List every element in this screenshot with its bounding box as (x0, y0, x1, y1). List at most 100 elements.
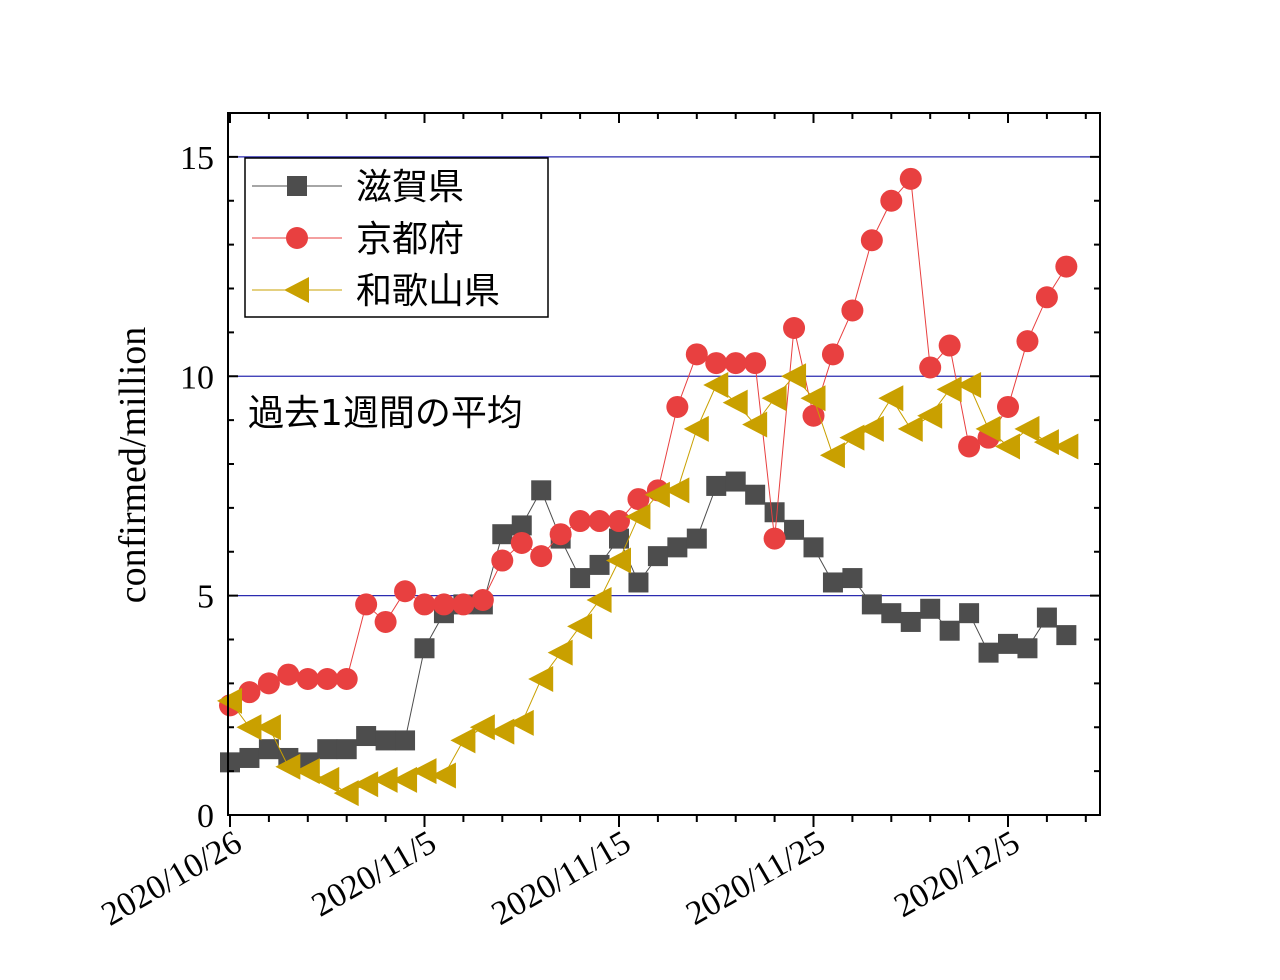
data-point-1-10 (413, 593, 436, 616)
data-point-2-41 (1014, 415, 1040, 442)
data-point-0-37 (939, 620, 960, 641)
data-point-2-39 (975, 415, 1001, 442)
data-point-2-26 (722, 389, 748, 416)
data-point-1-6 (335, 667, 358, 690)
data-point-1-7 (355, 593, 378, 616)
data-point-1-21 (627, 488, 650, 511)
data-point-2-11 (430, 762, 456, 789)
y-tick-label-0: 0 (197, 798, 214, 835)
data-point-2-20 (606, 547, 631, 574)
data-point-0-8 (375, 730, 396, 751)
data-point-2-10 (411, 758, 437, 785)
data-point-0-32 (842, 568, 863, 589)
data-point-2-38 (956, 372, 982, 399)
data-point-0-15 (511, 515, 532, 536)
data-point-0-5 (317, 739, 338, 760)
chart-annotation: 過去1週間の平均 (248, 393, 523, 434)
data-point-2-16 (528, 665, 554, 692)
data-point-1-4 (296, 667, 319, 690)
data-point-1-16 (530, 545, 553, 568)
data-point-2-19 (586, 587, 612, 614)
data-point-0-38 (959, 603, 980, 624)
data-point-1-43 (1055, 255, 1078, 278)
data-point-1-2 (257, 672, 280, 695)
data-point-2-25 (703, 372, 729, 399)
data-point-0-27 (745, 484, 766, 505)
data-point-1-9 (394, 580, 417, 603)
data-point-0-24 (686, 528, 707, 549)
data-point-1-12 (452, 593, 475, 616)
data-point-0-19 (589, 554, 610, 575)
data-point-0-1 (239, 747, 260, 768)
data-point-1-40 (997, 395, 1019, 418)
data-point-0-39 (978, 642, 999, 663)
y-axis-title: confirmed/million (112, 327, 154, 604)
data-point-1-35 (899, 167, 922, 190)
series-layer (217, 167, 1079, 807)
y-tick-label-2: 10 (180, 359, 214, 396)
data-point-2-1 (236, 714, 262, 741)
data-point-1-1 (238, 681, 261, 704)
data-point-1-31 (821, 343, 844, 366)
data-point-0-6 (336, 739, 357, 760)
data-point-0-2 (258, 739, 279, 760)
x-tick-label-0: 2020/10/26 (95, 824, 248, 933)
data-point-2-2 (255, 714, 281, 741)
data-point-2-4 (294, 758, 320, 785)
data-point-0-41 (1017, 638, 1038, 659)
data-point-2-43 (1053, 433, 1079, 460)
data-point-2-29 (781, 363, 807, 390)
data-point-2-18 (567, 613, 593, 640)
data-point-0-34 (881, 603, 902, 624)
data-point-2-7 (353, 771, 379, 798)
data-point-2-36 (917, 402, 943, 429)
data-point-2-21 (625, 503, 651, 530)
data-point-1-26 (724, 352, 747, 375)
data-point-2-28 (761, 385, 787, 412)
y-tick-label-3: 15 (180, 140, 214, 177)
data-point-1-38 (958, 435, 981, 458)
data-point-2-40 (995, 433, 1020, 460)
data-point-1-20 (608, 510, 630, 533)
data-point-2-42 (1033, 429, 1059, 456)
data-point-1-30 (802, 404, 825, 427)
data-point-1-19 (588, 510, 611, 533)
data-point-1-24 (685, 343, 708, 366)
data-point-2-8 (372, 766, 398, 793)
series-2 (217, 363, 1079, 807)
data-point-1-29 (783, 316, 806, 339)
data-point-0-23 (667, 537, 688, 558)
data-point-2-31 (819, 442, 845, 469)
x-tick-label-2: 2020/11/15 (485, 824, 637, 933)
data-point-1-28 (763, 527, 786, 550)
legend-marker-2 (284, 277, 309, 303)
data-point-1-23 (666, 395, 689, 418)
data-point-1-27 (744, 352, 767, 375)
data-point-2-34 (878, 385, 904, 412)
data-point-0-18 (570, 568, 591, 589)
data-point-0-42 (1036, 607, 1057, 628)
data-point-1-34 (880, 189, 903, 212)
data-point-2-3 (275, 753, 301, 780)
data-point-2-9 (392, 766, 418, 793)
data-point-1-32 (841, 299, 864, 322)
data-point-2-0 (217, 687, 242, 714)
legend-label-1: 京都府 (356, 219, 464, 260)
data-point-0-33 (861, 594, 882, 615)
series-1 (219, 167, 1078, 717)
data-point-0-7 (356, 726, 377, 747)
data-point-1-11 (432, 593, 455, 616)
data-point-2-14 (489, 718, 515, 745)
grid-lines (228, 156, 1100, 597)
data-point-1-5 (316, 667, 339, 690)
data-point-1-36 (919, 356, 942, 379)
data-point-0-9 (395, 730, 416, 751)
data-point-1-42 (1035, 286, 1058, 309)
x-tick-label-4: 2020/12/5 (888, 824, 1026, 925)
data-point-0-35 (900, 611, 921, 632)
data-point-0-21 (628, 572, 649, 593)
data-point-0-40 (998, 633, 1018, 654)
data-point-2-24 (683, 415, 709, 442)
data-point-0-28 (764, 502, 785, 523)
